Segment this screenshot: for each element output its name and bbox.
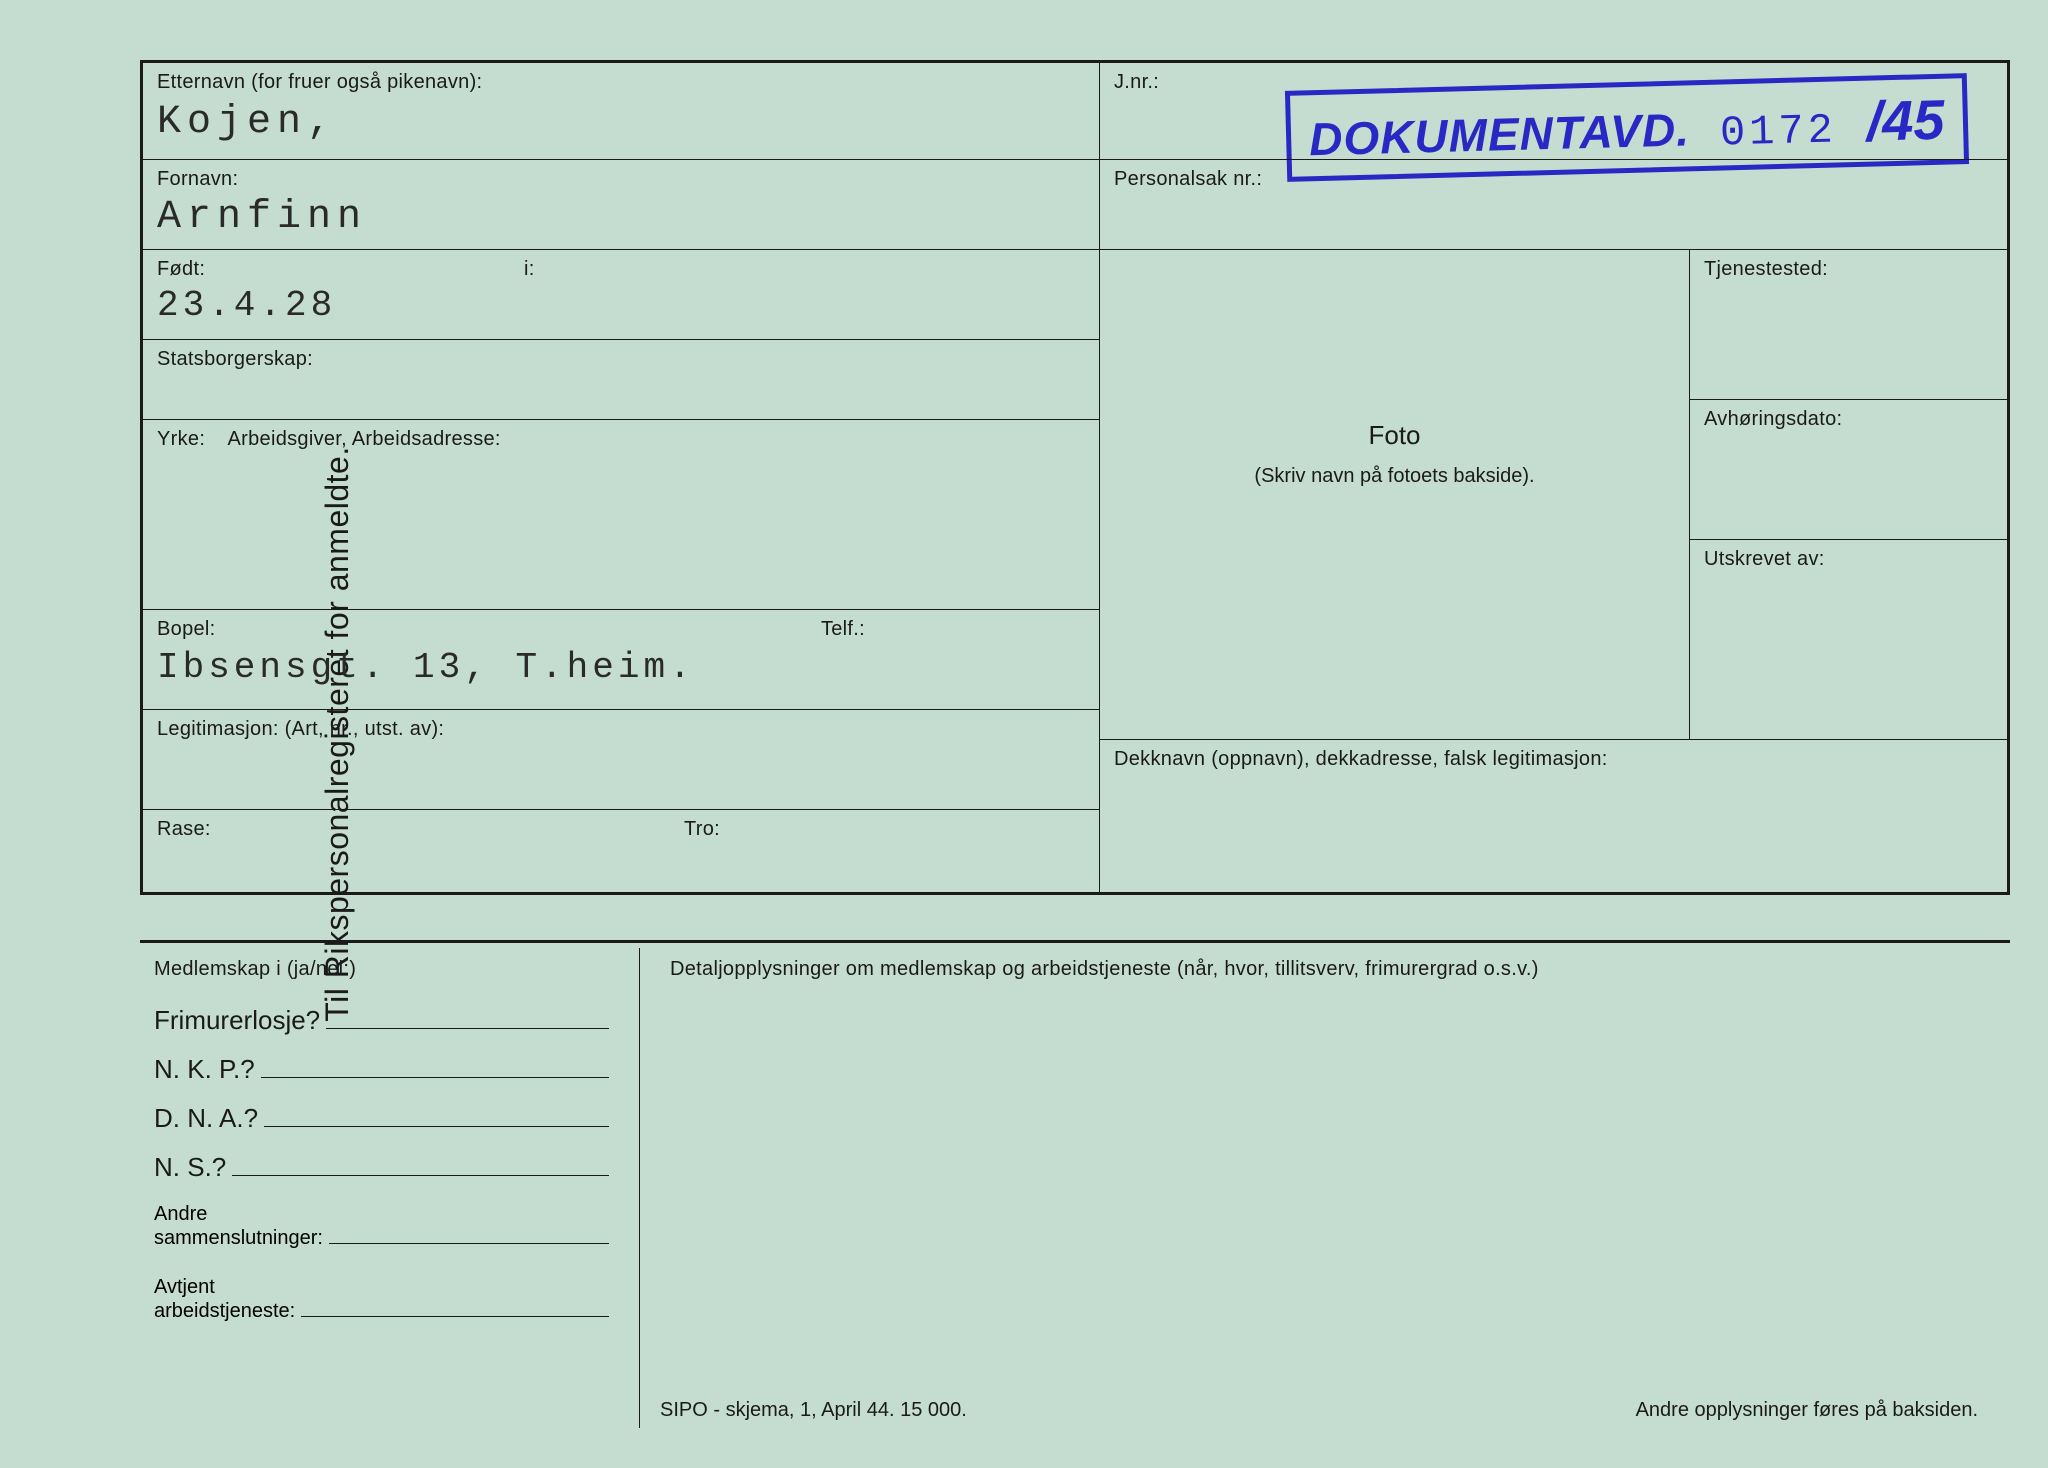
nkp-blank — [261, 1056, 609, 1078]
foto-label: Foto — [1114, 420, 1675, 451]
membership-detail-label: Detaljopplysninger om medlemskap og arbe… — [670, 958, 1990, 981]
utskrevet-label: Utskrevet av: — [1704, 548, 1993, 571]
tro-label: Tro: — [684, 818, 1085, 841]
fornavn-value: Arnfinn — [157, 195, 1085, 240]
membership-left: Medlemskap i (ja/nei:) Frimurerlosje? N.… — [140, 948, 640, 1428]
footer-left: SIPO - skjema, 1, April 44. 15 000. — [660, 1399, 967, 1422]
frimurer-blank — [326, 1007, 609, 1029]
jnr-label: J.nr.: — [1114, 71, 1993, 94]
etternavn-value: Kojen, — [157, 100, 1085, 145]
dna-blank — [264, 1105, 609, 1127]
dna-label: D. N. A.? — [154, 1103, 258, 1134]
yrke-cell: Yrke: Arbeidsgiver, Arbeidsadresse: — [140, 420, 1100, 610]
tro-cell: Tro: — [670, 810, 1100, 895]
frimurer-label: Frimurerlosje? — [154, 1005, 320, 1036]
andre-blank — [329, 1226, 609, 1244]
avtjent-label1: Avtjent — [154, 1276, 609, 1299]
frimurer-line: Frimurerlosje? — [154, 1005, 609, 1036]
footer-right: Andre opplysninger føres på baksiden. — [1636, 1399, 1978, 1422]
dna-line: D. N. A.? — [154, 1103, 609, 1134]
fodt-value: 23.4.28 — [157, 285, 496, 326]
yrke-label: Yrke: Arbeidsgiver, Arbeidsadresse: — [157, 428, 1085, 451]
statsborgerskap-cell: Statsborgerskap: — [140, 340, 1100, 420]
ns-label: N. S.? — [154, 1152, 226, 1183]
ns-line: N. S.? — [154, 1152, 609, 1183]
form-card: DOKUMENTAVD. 0172 /45 Etternavn (for fru… — [140, 40, 1998, 1428]
bopel-value: Ibsensgt. 13, T.heim. — [157, 647, 1085, 688]
andre-label2: sammenslutninger: — [154, 1227, 323, 1250]
ns-blank — [232, 1154, 609, 1176]
i-cell: i: — [510, 250, 1100, 340]
statsborgerskap-label: Statsborgerskap: — [157, 348, 1085, 371]
personalsak-label: Personalsak nr.: — [1114, 168, 1993, 191]
fornavn-cell: Fornavn: Arnfinn — [140, 160, 1100, 250]
etternavn-label: Etternavn (for fruer også pikenavn): — [157, 71, 1085, 94]
telf-label: Telf.: — [821, 618, 865, 641]
legitimasjon-label: Legitimasjon: (Art, nr., utst. av): — [157, 718, 1085, 741]
membership-rule — [140, 940, 2010, 943]
bopel-cell: Bopel: Telf.: Ibsensgt. 13, T.heim. — [140, 610, 1100, 710]
foto-cell: Foto (Skriv navn på fotoets bakside). — [1100, 250, 1690, 740]
tjenestested-cell: Tjenestested: — [1690, 250, 2010, 400]
andre-line: Andre sammenslutninger: — [154, 1203, 609, 1250]
nkp-line: N. K. P.? — [154, 1054, 609, 1085]
avtjent-blank — [301, 1299, 609, 1317]
avhoring-label: Avhøringsdato: — [1704, 408, 1993, 431]
rase-label: Rase: — [157, 818, 656, 841]
dekknavn-cell: Dekknavn (oppnavn), dekkadresse, falsk l… — [1100, 740, 2010, 895]
fodt-label: Født: — [157, 258, 496, 281]
fornavn-label: Fornavn: — [157, 168, 1085, 191]
legitimasjon-cell: Legitimasjon: (Art, nr., utst. av): — [140, 710, 1100, 810]
avtjent-label2: arbeidstjeneste: — [154, 1300, 295, 1323]
membership-detail: Detaljopplysninger om medlemskap og arbe… — [660, 952, 2000, 987]
andre-label1: Andre — [154, 1203, 609, 1226]
personalsak-cell: Personalsak nr.: — [1100, 160, 2010, 250]
avtjent-line: Avtjent arbeidstjeneste: — [154, 1276, 609, 1323]
nkp-label: N. K. P.? — [154, 1054, 255, 1085]
membership-header: Medlemskap i (ja/nei:) — [154, 958, 609, 981]
document-page: Til Rikspersonalregisteret for anmeldte.… — [0, 0, 2048, 1468]
tjenestested-label: Tjenestested: — [1704, 258, 1993, 281]
etternavn-cell: Etternavn (for fruer også pikenavn): Koj… — [140, 60, 1100, 160]
i-label: i: — [524, 258, 1085, 281]
avhoring-cell: Avhøringsdato: — [1690, 400, 2010, 540]
rase-cell: Rase: — [140, 810, 670, 895]
foto-sub: (Skriv navn på fotoets bakside). — [1114, 465, 1675, 488]
bopel-label: Bopel: — [157, 618, 216, 641]
fodt-cell: Født: 23.4.28 — [140, 250, 510, 340]
dekknavn-label: Dekknavn (oppnavn), dekkadresse, falsk l… — [1114, 748, 1993, 771]
utskrevet-cell: Utskrevet av: — [1690, 540, 2010, 740]
jnr-cell: J.nr.: — [1100, 60, 2010, 160]
